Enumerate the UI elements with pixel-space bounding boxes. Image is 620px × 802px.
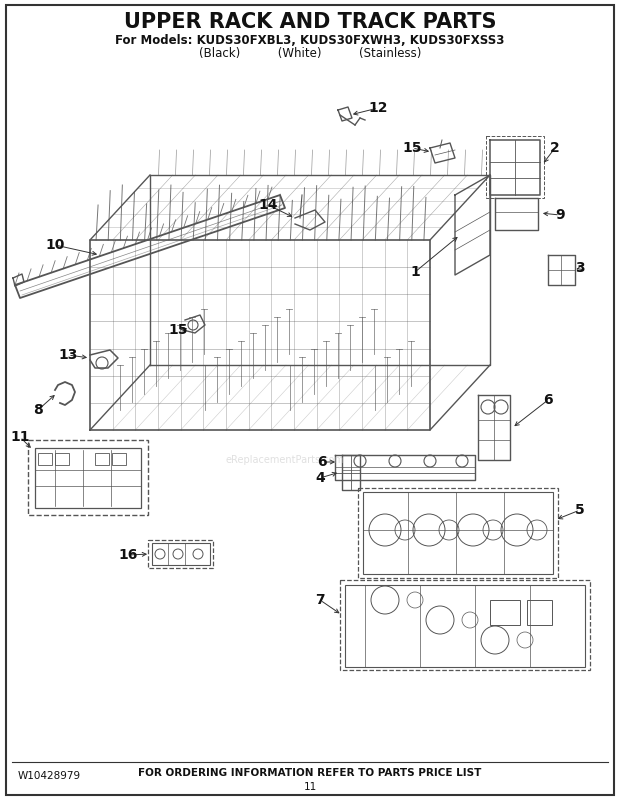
Text: 9: 9 — [555, 208, 565, 222]
Text: 14: 14 — [259, 198, 278, 212]
Text: FOR ORDERING INFORMATION REFER TO PARTS PRICE LIST: FOR ORDERING INFORMATION REFER TO PARTS … — [138, 768, 482, 778]
Text: (Black)          (White)          (Stainless): (Black) (White) (Stainless) — [199, 47, 421, 60]
Bar — [152, 543, 210, 565]
Text: 6: 6 — [317, 455, 327, 469]
Bar — [55, 453, 69, 465]
Bar — [363, 492, 553, 574]
Text: 13: 13 — [58, 348, 78, 362]
Text: 16: 16 — [118, 548, 138, 562]
Text: 10: 10 — [45, 238, 64, 252]
Text: W10428979: W10428979 — [18, 771, 81, 781]
Text: 1: 1 — [410, 265, 420, 279]
Text: 3: 3 — [575, 261, 585, 275]
Text: 7: 7 — [315, 593, 325, 607]
Text: 11: 11 — [303, 782, 317, 792]
Text: eReplacementParts.com: eReplacementParts.com — [226, 455, 345, 465]
Bar — [95, 453, 109, 465]
Text: 4: 4 — [315, 471, 325, 485]
Text: 15: 15 — [402, 141, 422, 155]
Bar — [527, 600, 552, 625]
Bar — [35, 448, 141, 508]
Text: 6: 6 — [543, 393, 553, 407]
Text: 11: 11 — [11, 430, 30, 444]
Bar — [490, 600, 520, 625]
Text: 5: 5 — [575, 503, 585, 517]
Bar — [345, 585, 585, 667]
Bar — [28, 440, 148, 515]
Text: 8: 8 — [33, 403, 43, 417]
Bar — [340, 580, 590, 670]
Text: UPPER RACK AND TRACK PARTS: UPPER RACK AND TRACK PARTS — [124, 12, 496, 32]
Bar — [148, 540, 213, 568]
Text: 15: 15 — [168, 323, 188, 337]
Text: 12: 12 — [368, 101, 388, 115]
Text: For Models: KUDS30FXBL3, KUDS30FXWH3, KUDS30FXSS3: For Models: KUDS30FXBL3, KUDS30FXWH3, KU… — [115, 34, 505, 47]
Bar — [38, 453, 52, 465]
Bar — [112, 453, 126, 465]
Bar — [486, 136, 544, 198]
Text: 2: 2 — [550, 141, 560, 155]
Bar — [358, 488, 558, 578]
